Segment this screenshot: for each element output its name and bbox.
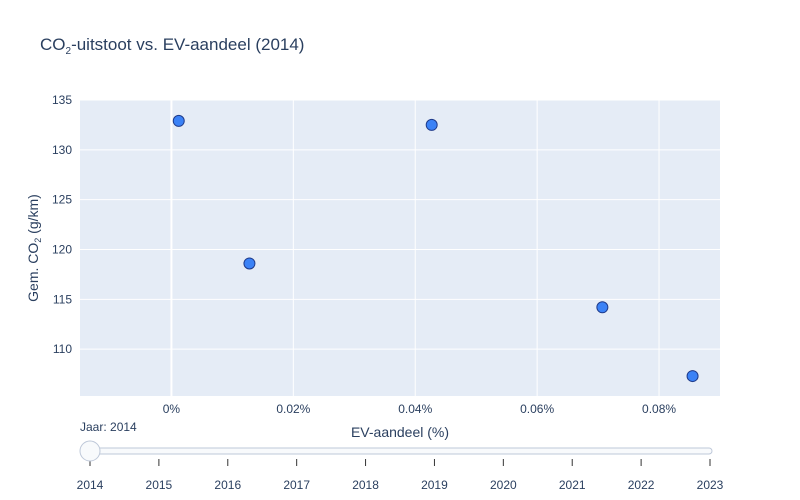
x-axis-title: EV-aandeel (%) — [351, 424, 449, 440]
y-tick-label: 110 — [53, 342, 72, 356]
slider-step-label[interactable]: 2022 — [628, 478, 655, 492]
x-tick-label: 0.06% — [520, 402, 554, 416]
x-gridlines — [170, 100, 660, 396]
x-tick-label: 0% — [163, 402, 181, 416]
x-tick-labels: 0% 0.02% 0.04% 0.06% 0.08% — [163, 402, 677, 416]
data-points — [172, 114, 699, 383]
data-point[interactable] — [596, 301, 609, 314]
data-point[interactable] — [425, 118, 438, 131]
y-tick-label: 130 — [52, 143, 72, 157]
x-tick-label: 0.04% — [398, 402, 432, 416]
data-point[interactable] — [243, 257, 256, 270]
y-gridlines — [80, 99, 720, 350]
y-tick-label: 115 — [53, 292, 72, 306]
slider-step-label[interactable]: 2021 — [559, 478, 586, 492]
y-axis-title: Gem. CO2 (g/km) — [25, 194, 43, 302]
slider-step-label[interactable]: 2023 — [697, 478, 724, 492]
slider-step-label[interactable]: 2016 — [214, 478, 241, 492]
data-point[interactable] — [686, 370, 699, 383]
slider-handle[interactable] — [79, 440, 101, 462]
data-point[interactable] — [172, 114, 185, 127]
plot-area — [80, 100, 720, 396]
slider-step-label[interactable]: 2017 — [283, 478, 310, 492]
slider-step-label[interactable]: 2020 — [490, 478, 517, 492]
slider-step-label[interactable]: 2018 — [352, 478, 379, 492]
slider-step-labels: 2014 2015 2016 2017 2018 2019 2020 2021 2022 2023 — [77, 478, 724, 492]
chart-title: CO2-uitstoot vs. EV-aandeel (2014) — [40, 35, 304, 57]
slider-rail[interactable] — [89, 447, 713, 455]
slider-step-label[interactable]: 2015 — [146, 478, 173, 492]
slider-ticks — [89, 459, 711, 466]
y-tick-label: 135 — [52, 93, 72, 107]
y-tick-labels: 110 115 120 125 130 135 — [52, 93, 72, 356]
y-tick-label: 120 — [52, 242, 72, 256]
slider-step-label[interactable]: 2019 — [421, 478, 448, 492]
slider-step-label[interactable]: 2014 — [77, 478, 104, 492]
slider-current-label: Jaar: 2014 — [80, 420, 137, 434]
y-tick-label: 125 — [52, 193, 72, 207]
x-tick-label: 0.02% — [276, 402, 310, 416]
x-tick-label: 0.08% — [642, 402, 676, 416]
